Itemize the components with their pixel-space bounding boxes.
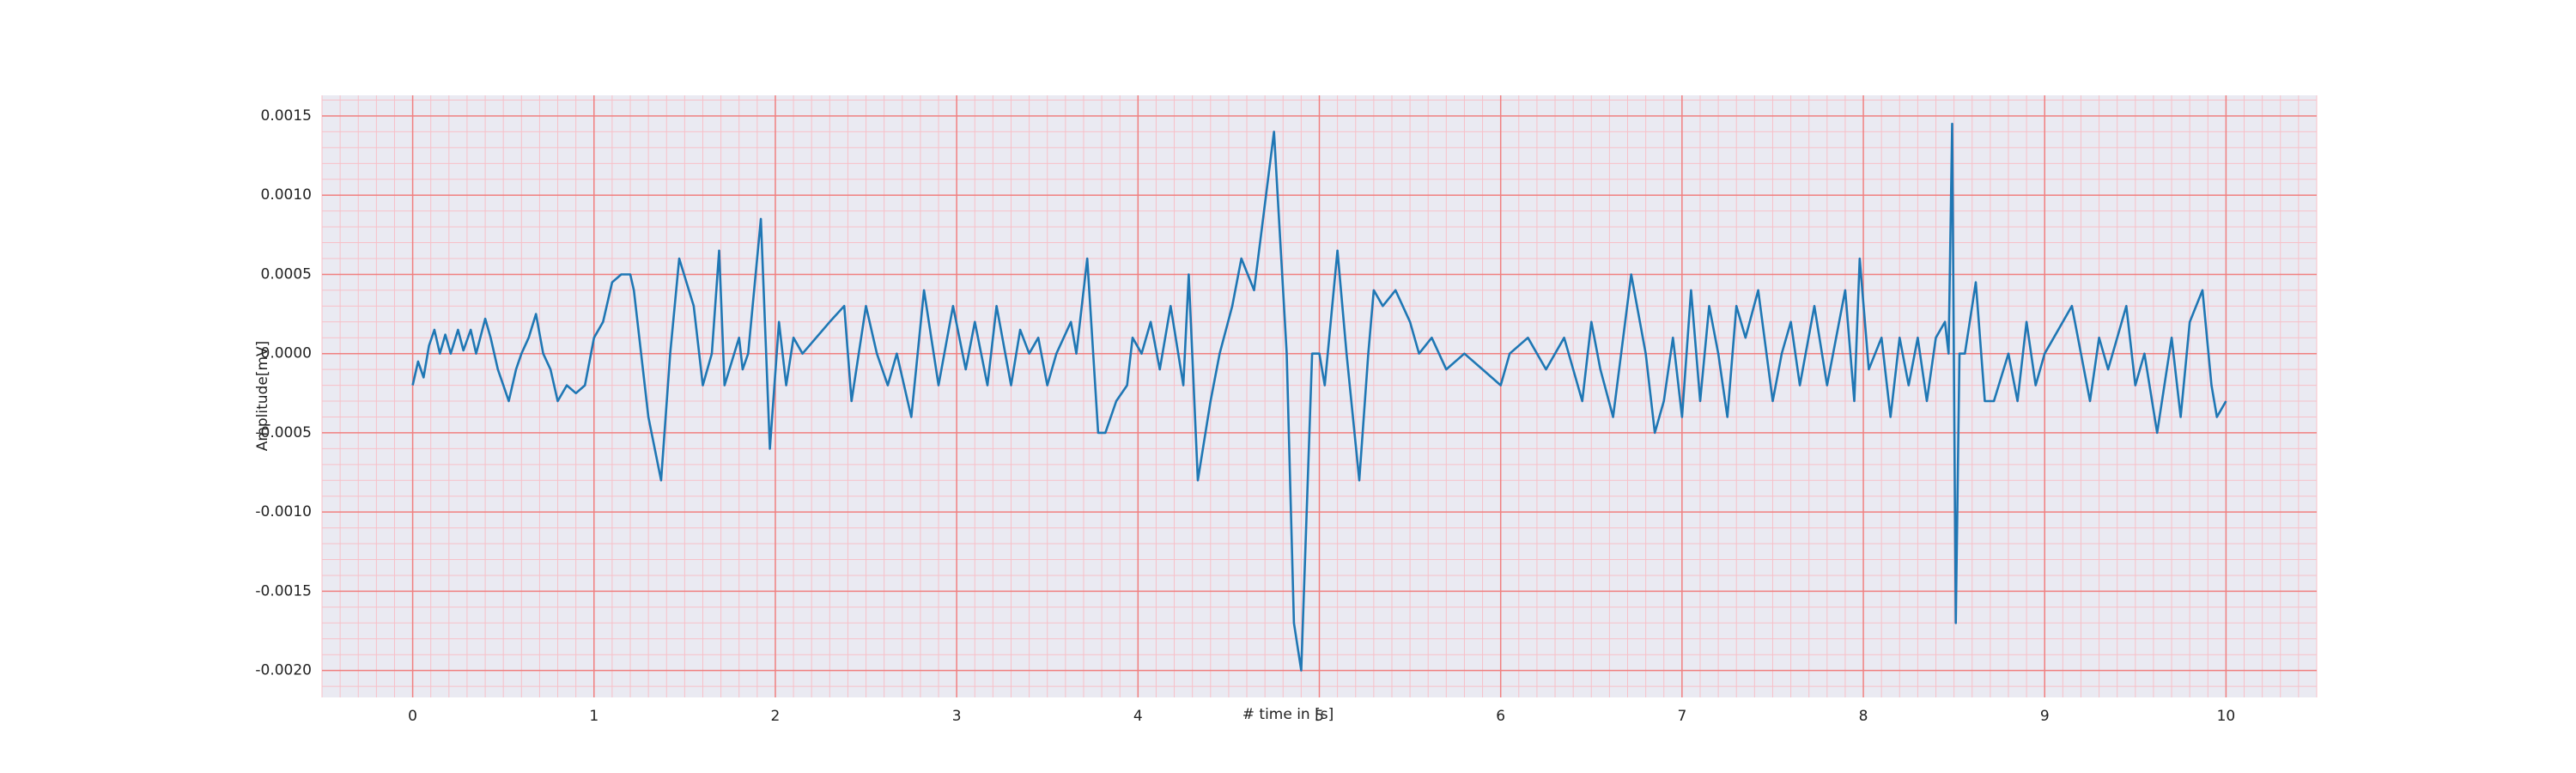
- y-tick-label: 0.0010: [261, 186, 312, 204]
- x-tick-label: 9: [2040, 708, 2050, 725]
- y-tick-label: 0.0015: [261, 107, 312, 125]
- signal-line: [411, 122, 2227, 672]
- x-tick-label: 8: [1859, 708, 1868, 725]
- x-tick-label: 4: [1133, 708, 1143, 725]
- x-tick-label: 10: [2217, 708, 2236, 725]
- x-tick-label: 6: [1496, 708, 1505, 725]
- y-tick-label: -0.0020: [255, 662, 312, 679]
- x-tick-label: 2: [771, 708, 781, 725]
- x-tick-label: 1: [589, 708, 598, 725]
- y-tick-label: 0.0000: [261, 345, 312, 362]
- x-tick-label: 0: [408, 708, 417, 725]
- y-tick-label: -0.0005: [255, 424, 312, 441]
- y-tick-label: -0.0010: [255, 503, 312, 520]
- y-tick-label: -0.0015: [255, 582, 312, 600]
- y-axis-label: Amplitude[mV]: [254, 341, 271, 452]
- y-tick-label: 0.0005: [261, 265, 312, 283]
- x-tick-label: 3: [952, 708, 962, 725]
- x-axis-label: # time in [s]: [1242, 706, 1334, 723]
- x-tick-label: 7: [1677, 708, 1686, 725]
- x-tick-label: 5: [1315, 708, 1324, 725]
